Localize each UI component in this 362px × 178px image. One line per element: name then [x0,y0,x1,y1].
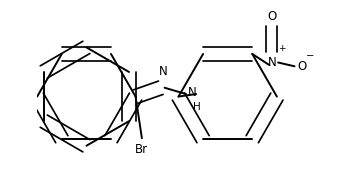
Text: Br: Br [135,143,148,156]
Text: N: N [268,56,276,69]
Text: N: N [159,65,167,78]
Text: H: H [193,102,201,112]
Text: +: + [278,44,286,53]
Text: N: N [188,86,197,99]
Text: O: O [297,60,306,73]
Text: −: − [306,51,314,61]
Text: O: O [267,10,277,23]
